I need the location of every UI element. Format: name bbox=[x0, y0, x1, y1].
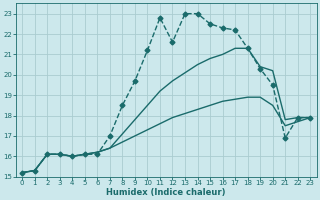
X-axis label: Humidex (Indice chaleur): Humidex (Indice chaleur) bbox=[107, 188, 226, 197]
